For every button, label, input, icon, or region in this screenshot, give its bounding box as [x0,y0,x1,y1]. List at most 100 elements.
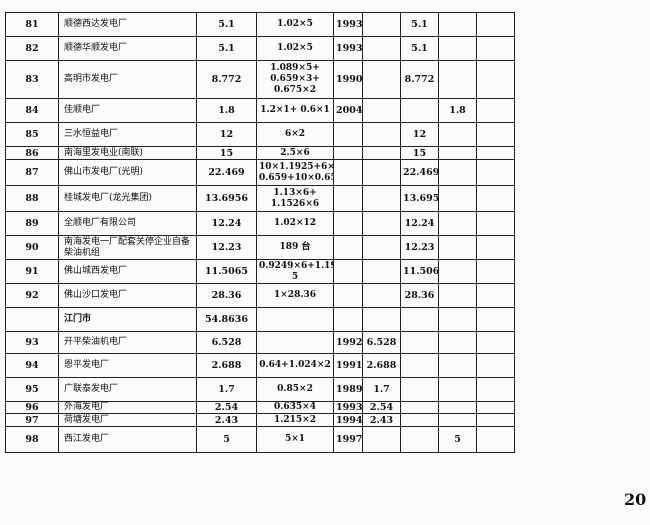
col-8-cell [438,159,477,186]
col-7-cell: 22.469 [400,159,439,186]
plant-name-cell: 广联泰发电厂 [58,377,197,402]
col-8-cell [438,307,477,332]
col-8-cell [438,401,477,414]
table-row: 江门市 54.8636 [5,307,515,332]
capacity-cell: 12.23 [196,235,257,260]
col-6-cell: 1.7 [362,377,401,402]
col-9-cell [476,259,515,284]
year-cell [333,159,363,186]
capacity-cell: 5.1 [196,36,257,61]
year-cell [333,235,363,260]
unit-composition-cell: 1×28.36 [256,283,334,308]
unit-composition-cell: 0.9249×6+1.1925× 5 [256,259,334,284]
plant-name-cell: 荷塘发电厂 [58,413,197,427]
plant-name-cell: 全顺电厂有限公司 [58,211,197,236]
unit-composition-cell: 1.215×2 [256,413,334,427]
plant-name-cell: 南海里发电业(南联) [58,146,197,160]
capacity-cell: 5 [196,426,257,453]
year-cell: 1989 [333,377,363,402]
col-7-cell: 5.1 [400,36,439,61]
capacity-cell: 22.469 [196,159,257,186]
table-row: 92 佛山沙口发电厂 28.36 1×28.36 28.36 [5,283,515,308]
row-number-cell: 95 [5,377,59,402]
row-number-cell: 89 [5,211,59,236]
unit-composition-cell: 0.64+1.024×2 [256,353,334,378]
col-9-cell [476,235,515,260]
col-6-cell [362,235,401,260]
col-8-cell [438,36,477,61]
table-row: 82 顺德华顺发电厂 5.1 1.02×5 1993 5.1 [5,36,515,61]
col-8-cell [438,283,477,308]
unit-composition-cell: 1.02×5 [256,36,334,61]
page-number: 20 [624,490,647,509]
col-8-cell [438,146,477,160]
unit-composition-cell: 1.089×5+ 0.659×3+ 0.675×2 [256,60,334,99]
unit-composition-cell: 10×1.1925+6× 0.659+10×0.659 [256,159,334,186]
col-8-cell [438,235,477,260]
col-7-cell [400,413,439,427]
row-number-cell [5,307,59,332]
col-9-cell [476,353,515,378]
row-number-cell: 93 [5,331,59,354]
row-number-cell: 94 [5,353,59,378]
row-number-cell: 81 [5,12,59,37]
row-number-cell: 90 [5,235,59,260]
col-6-cell: 2.688 [362,353,401,378]
col-8-cell: 1.8 [438,98,477,123]
col-7-cell: 15 [400,146,439,160]
year-cell [333,259,363,284]
col-7-cell: 12.24 [400,211,439,236]
plant-name-cell: 外海发电厂 [58,401,197,414]
col-8-cell: 5 [438,426,477,453]
capacity-cell: 8.772 [196,60,257,99]
row-number-cell: 97 [5,413,59,427]
col-8-cell [438,259,477,284]
capacity-cell: 5.1 [196,12,257,37]
col-6-cell: 2.43 [362,413,401,427]
table-row: 86 南海里发电业(南联) 15 2.5×6 15 [5,146,515,160]
unit-composition-cell [256,307,334,332]
col-6-cell [362,122,401,147]
year-cell: 1993 [333,401,363,414]
col-9-cell [476,331,515,354]
capacity-cell: 15 [196,146,257,160]
row-number-cell: 82 [5,36,59,61]
row-number-cell: 92 [5,283,59,308]
table-row: 97 荷塘发电厂 2.43 1.215×2 1994 2.43 [5,413,515,427]
table-row: 90 南海发电一厂配套关停企业自备柴油机组 12.23 189 台 12.23 [5,235,515,260]
year-cell: 1993 [333,36,363,61]
row-number-cell: 84 [5,98,59,123]
table-row: 95 广联泰发电厂 1.7 0.85×2 1989 1.7 [5,377,515,402]
col-6-cell [362,98,401,123]
col-7-cell: 12 [400,122,439,147]
year-cell [333,283,363,308]
year-cell [333,307,363,332]
col-9-cell [476,283,515,308]
plant-name-cell: 江门市 [58,307,197,332]
table-row: 89 全顺电厂有限公司 12.24 1.02×12 12.24 [5,211,515,236]
col-9-cell [476,413,515,427]
plant-name-cell: 佛山市发电厂(光明) [58,159,197,186]
col-9-cell [476,377,515,402]
col-6-cell [362,426,401,453]
col-9-cell [476,159,515,186]
row-number-cell: 83 [5,60,59,99]
col-7-cell: 13.6956 [400,185,439,212]
col-9-cell [476,98,515,123]
col-8-cell [438,413,477,427]
col-9-cell [476,122,515,147]
col-8-cell [438,211,477,236]
year-cell [333,146,363,160]
capacity-cell: 2.54 [196,401,257,414]
unit-composition-cell: 1.13×6+ 1.1526×6 [256,185,334,212]
col-9-cell [476,401,515,414]
col-6-cell [362,259,401,284]
col-9-cell [476,307,515,332]
col-7-cell: 12.23 [400,235,439,260]
col-8-cell [438,185,477,212]
plant-name-cell: 顺德华顺发电厂 [58,36,197,61]
capacity-cell: 11.5065 [196,259,257,284]
col-6-cell [362,185,401,212]
unit-composition-cell: 2.5×6 [256,146,334,160]
